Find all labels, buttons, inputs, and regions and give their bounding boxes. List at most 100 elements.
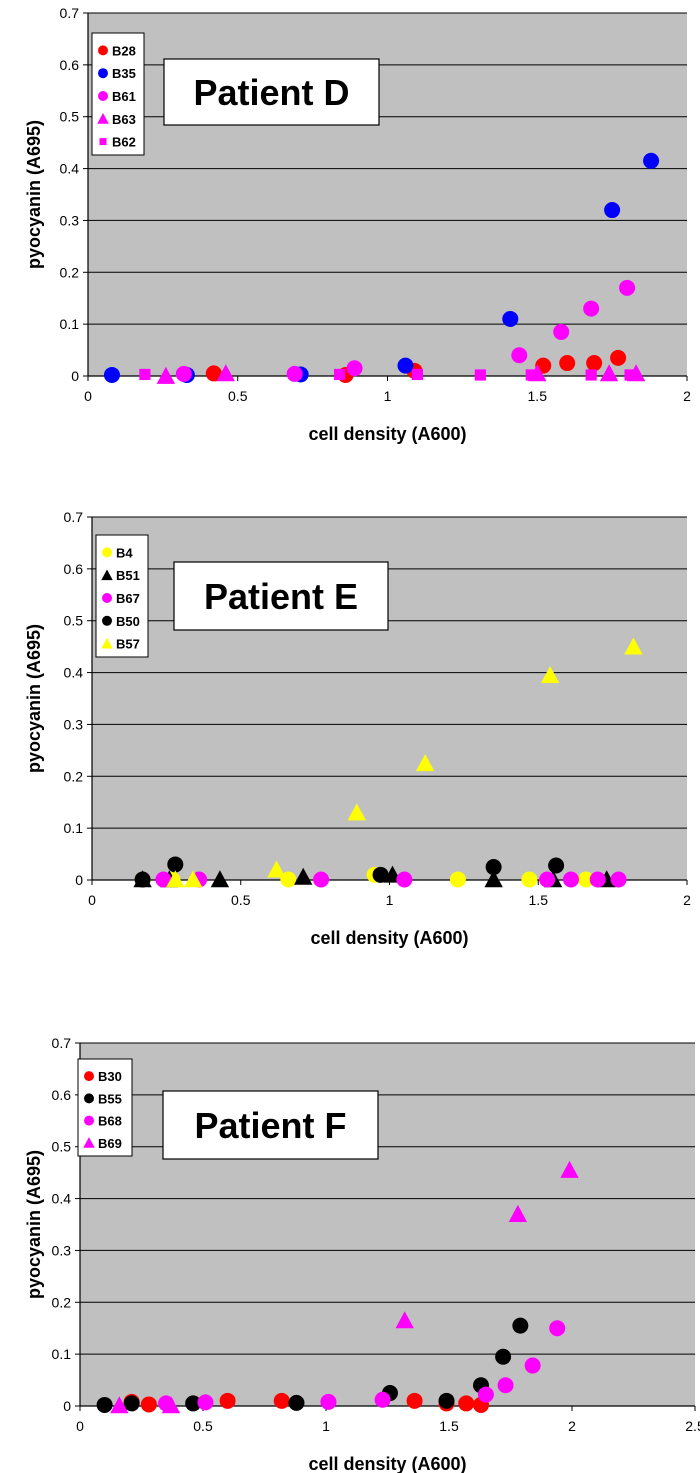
x-tick-label: 1 bbox=[384, 388, 392, 404]
data-point bbox=[449, 871, 466, 888]
legend-marker bbox=[98, 68, 108, 79]
legend-marker bbox=[84, 1115, 94, 1126]
x-tick-label: 1.5 bbox=[439, 1418, 459, 1434]
data-point bbox=[397, 357, 414, 374]
y-tick-label: 0.6 bbox=[52, 1087, 72, 1103]
data-point bbox=[539, 871, 556, 888]
legend-label: B67 bbox=[116, 591, 140, 606]
data-point bbox=[477, 1386, 494, 1403]
data-point bbox=[562, 871, 579, 888]
y-tick-label: 0.6 bbox=[60, 57, 80, 73]
legend-marker bbox=[102, 593, 112, 603]
legend-marker bbox=[98, 91, 108, 101]
legend-label: B55 bbox=[98, 1091, 122, 1106]
data-point bbox=[589, 871, 606, 888]
series-B69 bbox=[110, 1160, 579, 1414]
data-point bbox=[643, 152, 660, 169]
y-tick-label: 0.5 bbox=[52, 1139, 72, 1155]
legend-marker bbox=[102, 547, 112, 558]
data-point bbox=[267, 860, 286, 878]
data-point bbox=[474, 369, 486, 381]
series-B67 bbox=[155, 871, 627, 888]
y-tick-label: 0.7 bbox=[60, 5, 80, 21]
y-tick-label: 0.4 bbox=[60, 161, 80, 177]
x-tick-label: 0.5 bbox=[193, 1418, 213, 1434]
x-tick-label: 0 bbox=[76, 1418, 84, 1434]
data-point bbox=[333, 368, 346, 381]
legend-label: B50 bbox=[116, 614, 140, 629]
legend-marker bbox=[101, 569, 113, 581]
data-point bbox=[406, 1392, 423, 1409]
data-point bbox=[560, 1160, 579, 1178]
data-point bbox=[185, 1395, 202, 1412]
y-tick-label: 0.1 bbox=[60, 316, 80, 332]
data-point bbox=[294, 867, 313, 885]
data-point bbox=[139, 368, 151, 381]
y-tick-label: 0.7 bbox=[64, 509, 84, 525]
y-tick-label: 0.1 bbox=[64, 820, 84, 836]
data-point bbox=[273, 1392, 290, 1409]
legend-marker bbox=[98, 45, 108, 56]
legend-marker bbox=[84, 1071, 94, 1082]
x-tick-label: 2 bbox=[683, 388, 691, 404]
x-tick-label: 1 bbox=[386, 892, 394, 908]
data-point bbox=[458, 1395, 475, 1412]
y-tick-label: 0.6 bbox=[64, 561, 84, 577]
data-point bbox=[347, 803, 366, 821]
data-point bbox=[484, 870, 503, 888]
x-tick-label: 1.5 bbox=[528, 388, 548, 404]
legend-marker bbox=[101, 637, 113, 649]
data-point bbox=[586, 355, 603, 372]
data-point bbox=[619, 279, 636, 296]
x-tick-label: 0.5 bbox=[228, 388, 248, 404]
data-point bbox=[610, 349, 627, 366]
data-point bbox=[583, 300, 600, 317]
legend-label: B63 bbox=[112, 112, 136, 127]
title-box bbox=[163, 58, 380, 126]
title-box bbox=[173, 561, 389, 631]
data-point bbox=[110, 1396, 129, 1414]
chart-title: Patient D bbox=[193, 72, 349, 113]
series-B50 bbox=[134, 856, 565, 888]
chart-1: 0 0.1 0.2 0.3 0.4 0.5 0.6 0.7 0 0.5 1 1.5 2 cell dens… bbox=[24, 5, 691, 444]
legend-marker bbox=[83, 1137, 95, 1148]
data-point bbox=[524, 1357, 541, 1374]
y-axis-label: pyocyanin (A695) bbox=[24, 624, 44, 773]
legend-label: B62 bbox=[112, 135, 136, 150]
y-axis-label: pyocyanin (A695) bbox=[24, 120, 44, 269]
data-point bbox=[553, 323, 570, 340]
data-point bbox=[205, 365, 222, 382]
title-box bbox=[162, 1090, 379, 1160]
y-tick-label: 0 bbox=[75, 872, 83, 888]
y-tick-label: 0 bbox=[63, 1398, 71, 1414]
legend-marker bbox=[102, 615, 112, 626]
legend-label: B28 bbox=[112, 43, 136, 58]
data-point bbox=[396, 871, 413, 888]
data-point bbox=[577, 871, 594, 888]
data-point bbox=[219, 1392, 236, 1409]
data-point bbox=[372, 866, 389, 883]
data-point bbox=[197, 1394, 214, 1411]
data-point bbox=[216, 364, 235, 382]
data-point bbox=[96, 1396, 113, 1413]
y-tick-label: 0.2 bbox=[64, 768, 84, 784]
data-point bbox=[155, 871, 172, 888]
x-tick-label: 1.5 bbox=[529, 892, 549, 908]
series-B61 bbox=[175, 279, 636, 382]
data-point bbox=[288, 1394, 305, 1411]
legend-label: B68 bbox=[98, 1114, 122, 1129]
y-tick-label: 0.4 bbox=[64, 665, 84, 681]
x-tick-label: 0 bbox=[88, 892, 96, 908]
y-axis-label: pyocyanin (A695) bbox=[24, 1150, 44, 1299]
chart-2: 0 0.1 0.2 0.3 0.4 0.5 0.6 0.7 0 0.5 1 1.5 2 cell dens… bbox=[24, 509, 691, 948]
series-B57 bbox=[166, 637, 643, 888]
x-tick-label: 0.5 bbox=[231, 892, 251, 908]
data-point bbox=[346, 360, 363, 377]
data-point bbox=[395, 1311, 414, 1329]
data-point bbox=[604, 202, 621, 219]
legend-label: B61 bbox=[112, 89, 136, 104]
y-tick-label: 0.2 bbox=[52, 1294, 72, 1310]
y-tick-label: 0 bbox=[71, 368, 79, 384]
data-point bbox=[549, 1320, 566, 1337]
